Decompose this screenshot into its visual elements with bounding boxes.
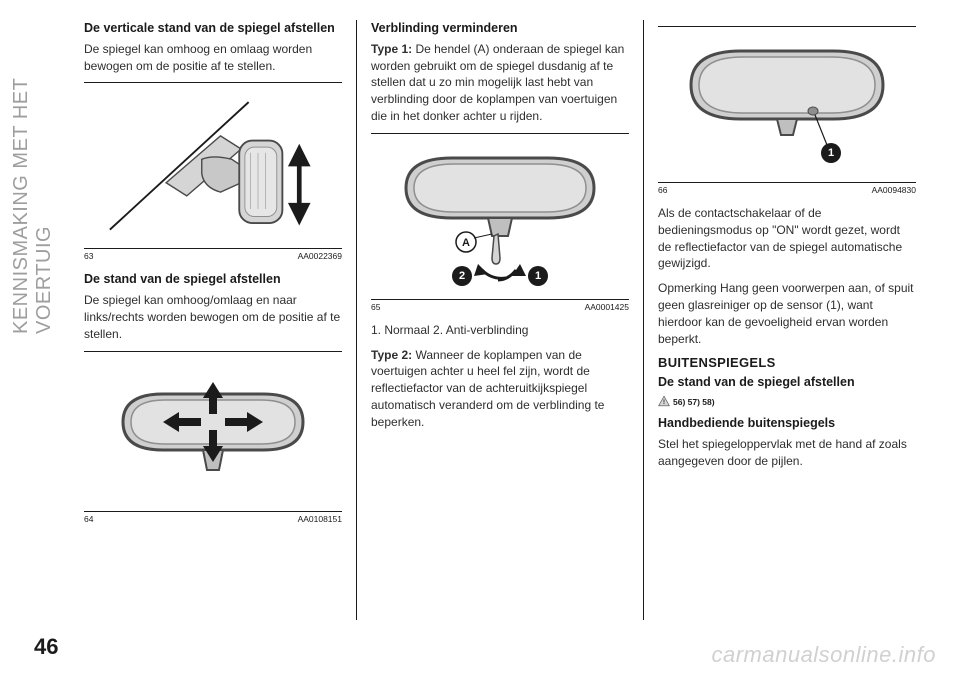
- paragraph: Type 2: Wanneer de koplampen van de voer…: [371, 347, 629, 431]
- column-3: 1 66 AA0094830 Als de contactschakelaar …: [643, 20, 930, 620]
- svg-text:2: 2: [459, 270, 465, 282]
- paragraph: Als de contactschakelaar of de bediening…: [658, 205, 916, 272]
- auto-mirror-illustration: 1: [658, 33, 916, 173]
- type-label: Type 1:: [371, 42, 412, 56]
- figure-65: A 1 2 65 AA00: [371, 133, 629, 312]
- warning-icon: !: [658, 395, 670, 407]
- paragraph: Stel het spiegeloppervlak met de hand af…: [658, 436, 916, 470]
- figure-number: 64: [84, 514, 93, 524]
- paragraph: Type 1: De hendel (A) onderaan de spiege…: [371, 41, 629, 125]
- figure-number: 63: [84, 251, 93, 261]
- heading: Handbediende buitenspiegels: [658, 415, 916, 432]
- mirror-lever-illustration: A 1 2: [371, 140, 629, 290]
- column-2: Verblinding verminderen Type 1: De hende…: [356, 20, 643, 620]
- manual-page: KENNISMAKING MET HET VOERTUIG De vertica…: [0, 0, 960, 678]
- figure-code: AA0001425: [585, 302, 629, 312]
- heading: De stand van de spiegel afstellen: [658, 374, 916, 391]
- type-label: Type 2:: [371, 348, 412, 362]
- svg-text:1: 1: [828, 147, 834, 159]
- paragraph: Opmerking Hang geen voorwerpen aan, of s…: [658, 280, 916, 347]
- column-1: De verticale stand van de spiegel afstel…: [70, 20, 356, 620]
- content-columns: De verticale stand van de spiegel afstel…: [70, 20, 930, 620]
- figure-code: AA0108151: [298, 514, 342, 524]
- figure-code: AA0022369: [298, 251, 342, 261]
- heading: De stand van de spiegel afstellen: [84, 271, 342, 288]
- figure-number: 65: [371, 302, 380, 312]
- figure-66: 1 66 AA0094830: [658, 26, 916, 195]
- heading: Verblinding verminderen: [371, 20, 629, 37]
- warning-refs: ! 56) 57) 58): [658, 395, 916, 407]
- legend: 1. Normaal 2. Anti-verblinding: [371, 322, 629, 339]
- paragraph: De spiegel kan omhoog/omlaag en naar lin…: [84, 292, 342, 342]
- figure-64: 64 AA0108151: [84, 372, 342, 524]
- mirror-4way-illustration: [84, 372, 342, 502]
- mirror-mount-illustration: [84, 89, 342, 239]
- figure-63: 63 AA0022369: [84, 82, 342, 261]
- page-number: 46: [34, 634, 58, 660]
- section-heading: BUITENSPIEGELS: [658, 355, 916, 370]
- svg-text:1: 1: [535, 270, 541, 282]
- heading: De verticale stand van de spiegel afstel…: [84, 20, 342, 37]
- figure-code: AA0094830: [872, 185, 916, 195]
- figure-number: 66: [658, 185, 667, 195]
- section-tab: KENNISMAKING MET HET VOERTUIG: [18, 14, 48, 334]
- watermark: carmanualsonline.info: [711, 642, 936, 668]
- svg-text:!: !: [663, 400, 665, 406]
- paragraph: De spiegel kan omhoog en omlaag worden b…: [84, 41, 342, 75]
- svg-text:A: A: [462, 237, 470, 249]
